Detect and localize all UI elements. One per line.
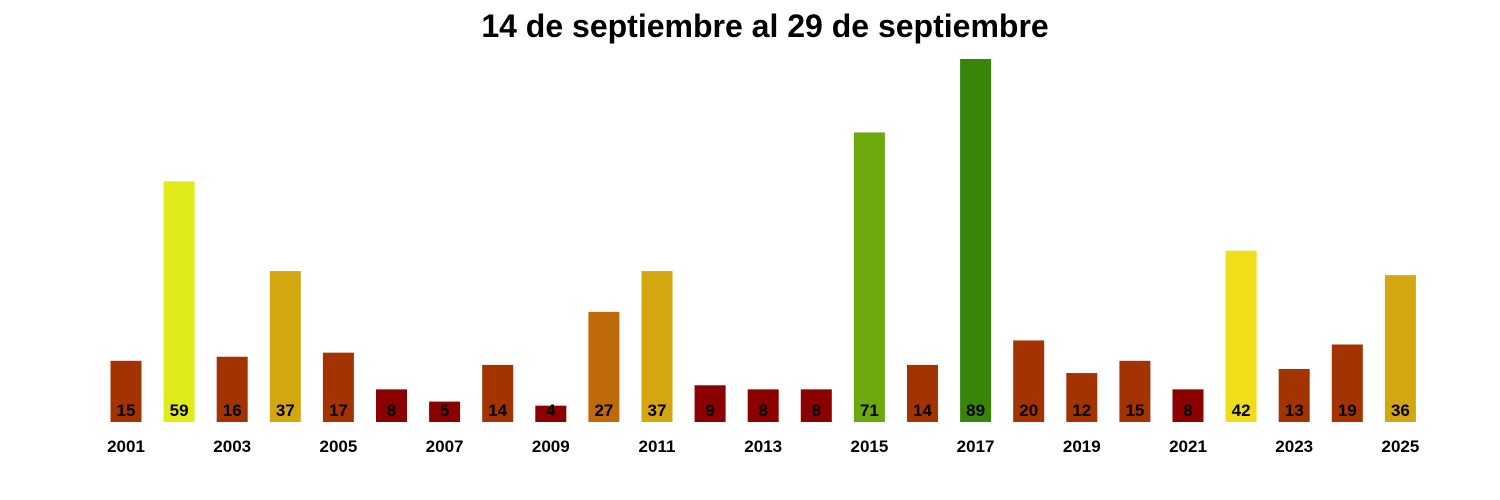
value-labels-group: 15 59 16 37 17 8 5 14 4 27 37 9 8 8 71 14 89 20 12 15 8 42 13 1…: [117, 401, 1410, 420]
value-label-2008: 14: [488, 401, 507, 420]
x-tick-label-2013: 2013: [744, 437, 782, 456]
bar-2017: [960, 59, 992, 422]
x-tick-label-2017: 2017: [957, 437, 995, 456]
value-label-2018: 20: [1019, 401, 1038, 420]
bar-2011: [641, 271, 673, 422]
bar-2019: [1066, 373, 1098, 422]
value-label-2010: 27: [594, 401, 613, 420]
value-label-2015: 71: [860, 401, 879, 420]
value-label-2001: 15: [117, 401, 136, 420]
x-tick-label-2021: 2021: [1169, 437, 1207, 456]
bar-2024: [1331, 344, 1363, 422]
bars-group: [110, 59, 1416, 423]
value-label-2003: 16: [223, 401, 242, 420]
x-tick-label-2009: 2009: [532, 437, 570, 456]
x-tick-label-2001: 2001: [107, 437, 145, 456]
value-label-2014: 8: [812, 401, 821, 420]
bar-2001: [110, 360, 142, 422]
bar-2002: [163, 181, 195, 422]
bar-2013: [747, 389, 779, 422]
bar-2009: [535, 405, 567, 422]
value-label-2011: 37: [648, 401, 667, 420]
bar-2012: [694, 385, 726, 422]
value-label-2012: 9: [705, 401, 714, 420]
value-label-2004: 37: [276, 401, 295, 420]
value-label-2022: 42: [1232, 401, 1251, 420]
x-tick-label-2015: 2015: [850, 437, 888, 456]
bar-2008: [482, 364, 514, 422]
value-label-2020: 15: [1125, 401, 1144, 420]
bar-2004: [269, 271, 301, 422]
bar-2015: [853, 132, 885, 423]
bar-2010: [588, 311, 620, 422]
bar-2007: [429, 401, 461, 422]
value-label-2005: 17: [329, 401, 348, 420]
value-label-2013: 8: [758, 401, 767, 420]
bar-2018: [1013, 340, 1045, 422]
x-tick-label-2011: 2011: [639, 437, 676, 456]
value-label-2021: 8: [1183, 401, 1192, 420]
x-tick-label-2003: 2003: [213, 437, 251, 456]
bar-2014: [800, 389, 832, 422]
x-tick-label-2019: 2019: [1063, 437, 1101, 456]
x-tick-label-2007: 2007: [426, 437, 464, 456]
bar-2023: [1278, 368, 1310, 422]
x-tick-label-2025: 2025: [1381, 437, 1419, 456]
bar-2006: [376, 389, 407, 422]
x-tick-label-2005: 2005: [319, 437, 357, 456]
bar-2016: [907, 364, 938, 422]
bar-2022: [1225, 250, 1257, 422]
value-label-2016: 14: [913, 401, 932, 420]
x-tick-label-2023: 2023: [1275, 437, 1313, 456]
bar-2021: [1172, 389, 1204, 422]
value-label-2019: 12: [1072, 401, 1091, 420]
value-label-2002: 59: [170, 401, 189, 420]
value-label-2017: 89: [966, 401, 985, 420]
value-label-2007: 5: [440, 401, 449, 420]
value-label-2025: 36: [1391, 401, 1410, 420]
value-label-2006: 8: [387, 401, 396, 420]
value-label-2023: 13: [1285, 401, 1304, 420]
value-label-2024: 19: [1338, 401, 1357, 420]
bar-2003: [216, 356, 248, 422]
bar-2020: [1119, 360, 1151, 422]
value-label-2009: 4: [546, 401, 556, 420]
x-tick-labels-group: 2001 2003 2005 2007 2009 2011 2013 2015 2017 2019…: [107, 437, 1419, 456]
chart-title: 14 de septiembre al 29 de septiembre: [481, 8, 1049, 44]
bar-2025: [1384, 275, 1416, 422]
bar-2005: [322, 352, 354, 422]
